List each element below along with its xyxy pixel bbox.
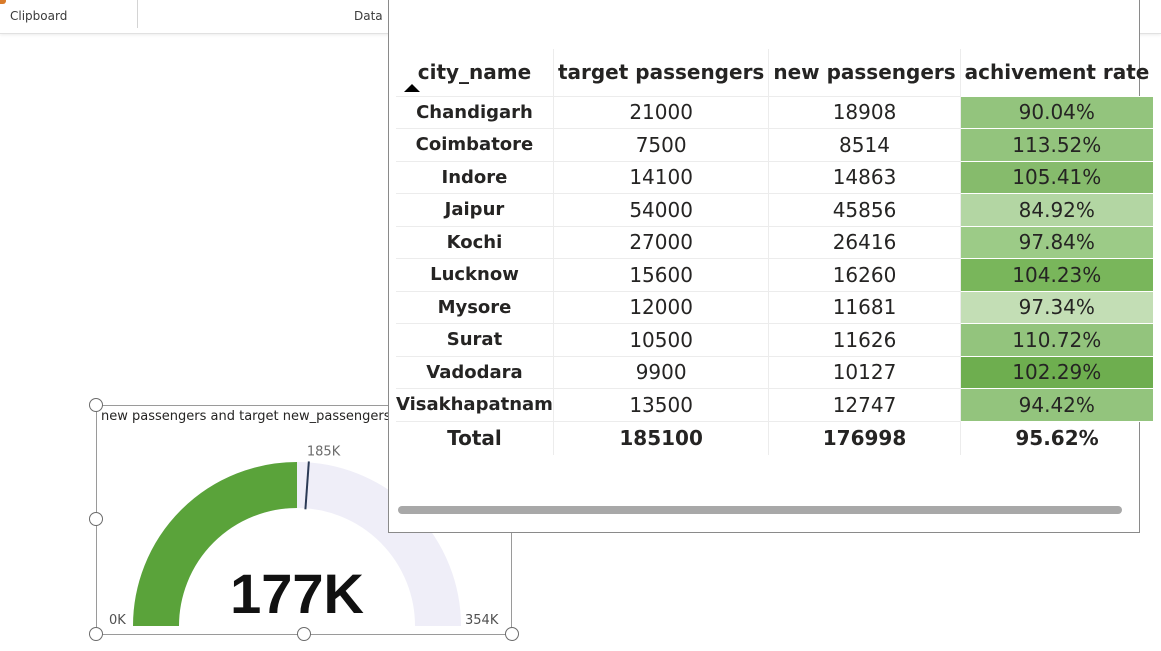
cell-rate: 84.92% [959,193,1154,227]
cell-target: 54000 [553,193,770,226]
horizontal-scrollbar[interactable] [398,506,1122,514]
gauge-max-label: 354K [465,613,499,628]
gauge-target-label: 185K [307,444,341,459]
cell-rate: 113.52% [959,128,1154,162]
gauge-min-label: 0K [109,613,126,628]
cell-rate: 97.84% [959,225,1154,259]
table-row[interactable]: Lucknow 15600 16260 104.23% [396,258,1154,292]
paste-icon[interactable] [0,0,6,4]
cell-new: 11681 [768,290,961,324]
cell-new: 18908 [768,95,961,129]
total-rate: 95.62% [960,420,1154,455]
gauge-value-label: 177K [230,562,364,625]
cell-city: Mysore [396,290,554,324]
cell-rate: 104.23% [959,258,1154,292]
cell-target: 27000 [553,225,770,259]
total-target: 185100 [553,420,770,455]
total-label: Total [396,420,554,455]
table-row[interactable]: Surat 10500 11626 110.72% [396,323,1154,357]
cell-new: 10127 [768,355,961,389]
table-header-row: city_name target passengers new passenge… [396,49,1153,96]
cell-rate: 97.34% [959,290,1154,324]
cell-rate: 110.72% [959,323,1154,357]
cell-city: Visakhapatnam [396,388,554,421]
table-visual[interactable]: city_name target passengers new passenge… [388,0,1154,533]
total-new: 176998 [768,420,961,455]
cell-rate: 94.42% [959,388,1154,422]
gauge-chart: 185K 0K 354K 177K [109,444,499,628]
resize-handle-middle-left[interactable] [89,512,103,526]
cell-target: 9900 [553,355,770,389]
resize-handle-bottom-right[interactable] [505,627,519,641]
cell-target: 10500 [553,323,770,356]
cell-city: Chandigarh [396,95,554,129]
cell-target: 21000 [553,95,770,129]
resize-handle-bottom-left[interactable] [89,627,103,641]
sort-ascending-icon [404,83,420,92]
cell-rate: 102.29% [959,355,1154,389]
cell-city: Surat [396,323,554,356]
gauge-visual[interactable]: 185K 0K 354K 177K new passengers and tar… [96,405,512,635]
table-row[interactable]: Vadodara 9900 10127 102.29% [396,355,1154,389]
cell-city: Jaipur [396,193,554,226]
column-header-new-passengers[interactable]: new passengers [768,49,961,96]
table-row[interactable]: Jaipur 54000 45856 84.92% [396,193,1154,227]
cell-target: 13500 [553,388,770,421]
cell-rate: 105.41% [959,160,1154,194]
cell-target: 14100 [553,160,770,194]
column-header-label: target passengers [557,60,765,85]
resize-handle-bottom-middle[interactable] [297,627,311,641]
table-row[interactable]: Coimbatore 7500 8514 113.52% [396,128,1154,162]
city-table: city_name target passengers new passenge… [396,49,1154,455]
cell-city: Vadodara [396,355,554,389]
gauge-value-arc [133,462,298,627]
cell-new: 45856 [768,193,961,226]
cell-city: Indore [396,160,554,194]
cell-target: 15600 [553,258,770,291]
gauge-title: new passengers and target new_passengers [101,409,391,424]
table-row[interactable]: Kochi 27000 26416 97.84% [396,225,1154,259]
cell-target: 7500 [553,128,770,161]
table-row[interactable]: Visakhapatnam 13500 12747 94.42% [396,388,1154,422]
cell-target: 12000 [553,290,770,324]
cell-new: 26416 [768,225,961,259]
cell-city: Coimbatore [396,128,554,161]
column-header-achivement-rate[interactable]: achivement rate [960,49,1153,96]
ribbon-divider [137,0,138,28]
column-header-target-passengers[interactable]: target passengers [553,49,770,96]
cell-new: 8514 [768,128,961,161]
table-row[interactable]: Chandigarh 21000 18908 90.04% [396,95,1154,129]
table-row[interactable]: Indore 14100 14863 105.41% [396,160,1154,194]
gauge-target-marker [304,461,310,510]
cell-rate: 90.04% [959,95,1154,129]
cell-city: Lucknow [396,258,554,291]
cell-new: 11626 [768,323,961,356]
cell-new: 12747 [768,388,961,421]
ribbon-group-clipboard-label: Clipboard [10,9,68,23]
table-total-row: Total 185100 176998 95.62% [396,420,1154,455]
cell-city: Kochi [396,225,554,259]
ribbon-group-data-label: Data [354,9,383,23]
resize-handle-top-left[interactable] [89,398,103,412]
column-header-label: achivement rate [964,60,1150,85]
cell-new: 14863 [768,160,961,194]
cell-new: 16260 [768,258,961,291]
column-header-label: city_name [417,60,532,85]
table-row[interactable]: Mysore 12000 11681 97.34% [396,290,1154,324]
column-header-label: new passengers [773,60,956,85]
column-header-city-name[interactable]: city_name [396,49,554,96]
